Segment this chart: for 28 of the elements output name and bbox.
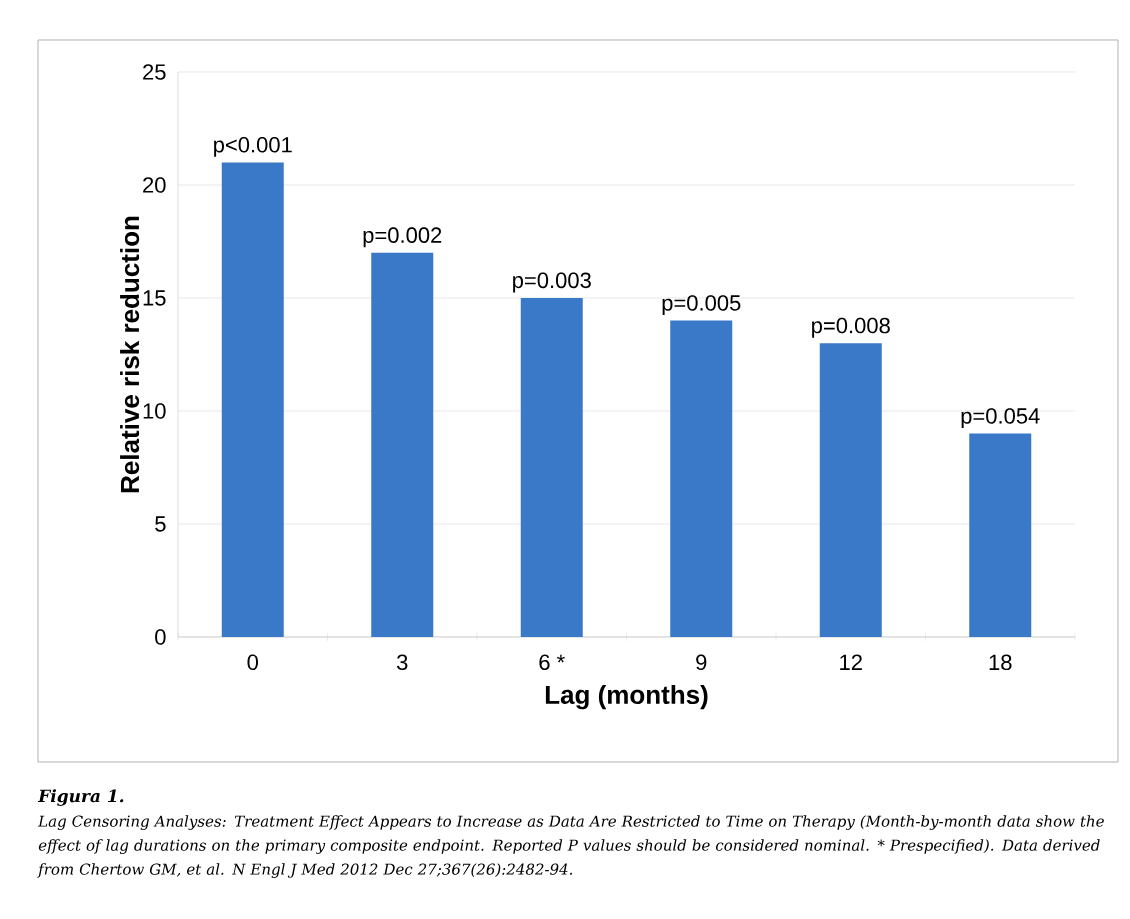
text: Lag Censoring Analyses: Treatment Effect Appears to Increase as Data Are Restricted to Time on Therapy (Month-by-month data show the effect of lag durations on the primary composite endpoint. Reported P values should be considered nominal. * Prespecified). Data derived from Chertow GM, et al. N Engl J Med 2012 Dec 27;367(26):2482-94.: [37, 815, 1104, 878]
x-tick-label: 12: [840, 654, 862, 670]
y-tick-label: 0: [155, 629, 166, 645]
bar: [819, 343, 882, 637]
x-tick-label: 6 *: [539, 654, 565, 671]
annotation: p=0.002: [363, 227, 442, 248]
x-tick-label: 9: [696, 654, 707, 671]
bar: [520, 298, 583, 637]
annotation: p=0.003: [513, 272, 591, 293]
x-tick-label: 18: [989, 654, 1012, 671]
bar: [221, 162, 284, 637]
y-tick-label: 20: [143, 177, 166, 193]
x-tick-label: 3: [396, 654, 408, 671]
bar: [670, 320, 733, 637]
annotation: p=0.008: [812, 317, 890, 338]
x-axis-title: Lag (months): [545, 684, 708, 710]
x-tick-label: 0: [247, 654, 259, 671]
y-tick-label: 15: [143, 290, 166, 306]
annotation: p=0.005: [662, 295, 741, 316]
text: Figura 1.: [37, 789, 124, 806]
bar: [969, 433, 1032, 637]
bar: [371, 252, 434, 637]
y-tick-label: 25: [143, 64, 166, 80]
annotation: p=0.054: [961, 408, 1040, 429]
y-axis-title: Relative risk reduction: [120, 216, 140, 493]
y-tick-label: 10: [143, 403, 166, 419]
annotation: p<0.001: [214, 136, 292, 157]
y-tick-label: 5: [155, 516, 166, 532]
